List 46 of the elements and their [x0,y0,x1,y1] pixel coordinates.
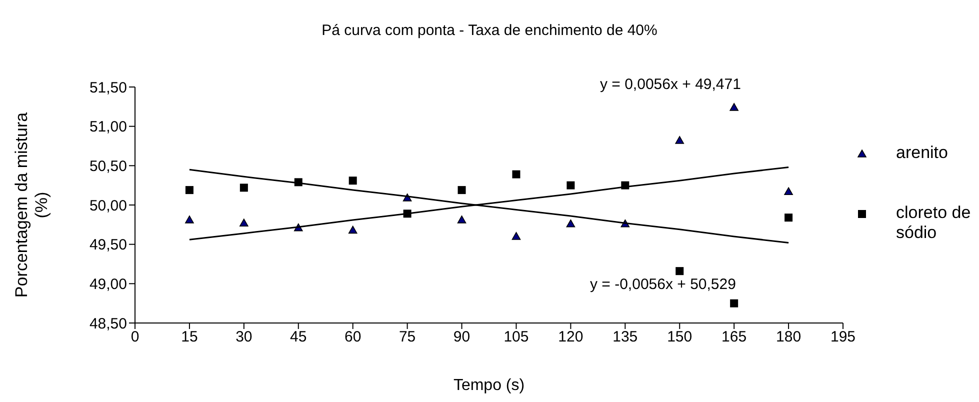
y-tick-label: 51,00 [89,118,127,136]
x-tick-label: 0 [130,328,140,346]
y-tick-label: 48,50 [89,315,127,332]
x-tick-label: 45 [290,328,307,346]
point [730,103,738,111]
point [185,186,194,194]
x-tick-label: 120 [558,328,584,346]
point [512,232,521,240]
x-tick-label: 60 [344,328,362,346]
x-tick-label: 180 [776,328,802,346]
point [348,226,358,234]
point [676,267,684,276]
x-tick-label: 135 [612,328,638,346]
legend-label: cloreto de sódio [896,203,972,243]
x-tick-label: 30 [236,328,252,346]
annotation: y = -0,0056x + 50,529 [590,276,736,293]
x-tick-label: 105 [504,328,529,346]
point [185,216,194,224]
point [240,184,248,192]
y-tick-label: 49,50 [89,236,127,254]
annotation: y = 0,0056x + 49,471 [600,76,741,93]
y-tick-label: 51,50 [89,79,127,96]
point [458,186,466,194]
y-axis-title: Porcentagem da mistura (%) [12,112,51,298]
point [730,299,738,308]
point [566,219,576,228]
chart-title: Pá curva com ponta - Taxa de enchimento de 40% [320,22,658,39]
point [457,216,466,224]
y-tick-label: 49,00 [89,276,127,293]
point [675,136,684,144]
y-tick-label: 50,00 [89,197,127,214]
x-tick-label: 165 [722,328,747,346]
x-axis-title: Tempo (s) [453,377,525,394]
legend-label: arenito [896,143,949,163]
point [348,176,357,185]
x-tick-label: 75 [398,328,416,346]
point [240,218,248,226]
x-tick-label: 90 [453,328,470,346]
x-tick-label: 150 [667,328,692,346]
point [512,170,520,178]
point [784,214,793,222]
y-tick-label: 50,50 [89,158,127,175]
point [566,181,575,190]
x-tick-label: 15 [181,328,198,346]
x-tick-label: 195 [830,328,856,346]
point [784,187,793,196]
